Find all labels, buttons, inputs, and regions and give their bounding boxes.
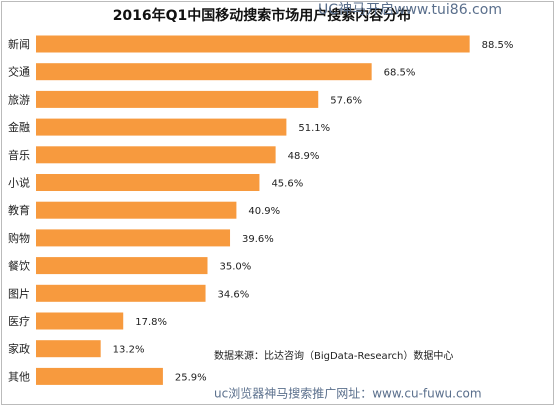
category-label: 图片 <box>8 287 30 300</box>
value-label: 17.8% <box>135 317 167 328</box>
category-label: 医疗 <box>8 314 30 328</box>
source-note: 数据来源：比达咨询（BigData-Research）数据中心 <box>214 349 453 362</box>
category-label: 购物 <box>8 231 30 245</box>
value-label: 39.6% <box>242 234 274 245</box>
value-label: 25.9% <box>175 372 207 383</box>
bar <box>36 146 276 164</box>
bar <box>36 174 260 191</box>
value-label: 45.6% <box>271 179 303 190</box>
watermark: uc浏览器神马搜索推广网址：www.cu-fuwu.com <box>214 386 482 401</box>
bar <box>36 340 101 358</box>
bar <box>36 118 287 136</box>
category-label: 家政 <box>8 342 30 356</box>
value-label: 51.1% <box>298 123 330 134</box>
category-label: 金融 <box>8 120 30 134</box>
bar <box>36 257 208 275</box>
value-label: 34.6% <box>218 289 250 300</box>
chart-title: 2016年Q1中国移动搜索市场用户搜索内容分布 <box>113 7 412 24</box>
value-label: 40.9% <box>248 206 280 217</box>
bar <box>36 367 163 385</box>
category-label: 音乐 <box>8 148 30 162</box>
category-label: 小说 <box>8 176 30 190</box>
bar <box>36 35 470 53</box>
value-label: 88.5% <box>482 40 514 51</box>
bar <box>36 312 124 330</box>
category-label: 旅游 <box>8 92 30 106</box>
value-label: 48.9% <box>288 151 320 162</box>
category-label: 教育 <box>8 203 30 217</box>
bar <box>36 201 237 219</box>
watermark: UC神马开启www.tui86.com <box>318 2 502 18</box>
category-label: 新闻 <box>8 37 30 51</box>
category-label: 交通 <box>8 65 30 79</box>
category-label: 餐饮 <box>8 259 30 273</box>
category-label: 其他 <box>8 370 30 383</box>
bar <box>36 284 206 302</box>
bar <box>36 229 231 247</box>
value-label: 68.5% <box>384 68 416 79</box>
bar <box>36 63 372 81</box>
value-label: 57.6% <box>330 95 362 106</box>
value-label: 35.0% <box>220 262 252 273</box>
value-label: 13.2% <box>113 345 145 356</box>
bar <box>36 90 319 108</box>
